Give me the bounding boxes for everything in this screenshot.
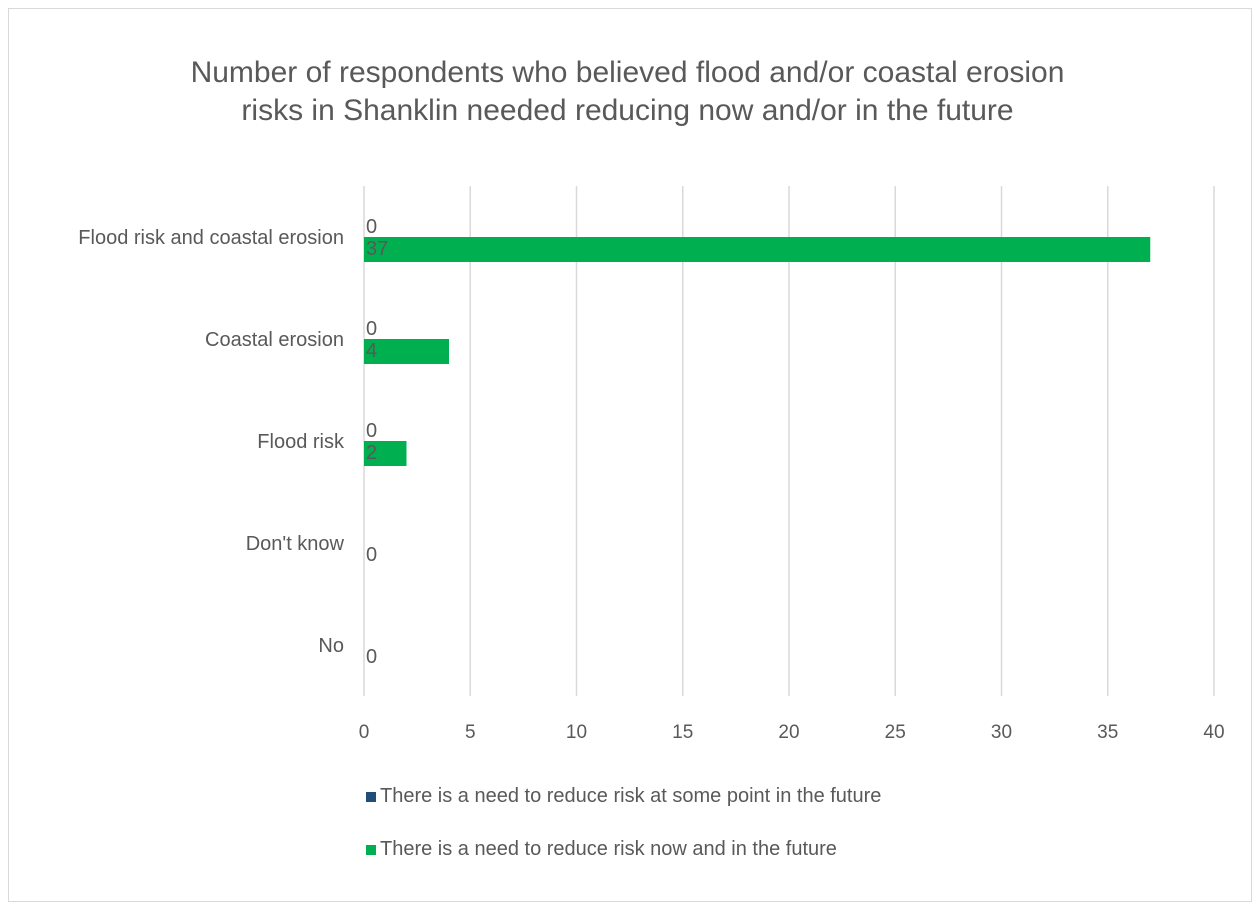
chart-title: Number of respondents who believed flood… — [0, 54, 1255, 130]
legend-item-future: There is a need to reduce risk at some p… — [366, 785, 881, 808]
x-tick-label: 40 — [1203, 722, 1224, 743]
data-label: 0 — [366, 646, 377, 668]
legend-item-now: There is a need to reduce risk now and i… — [366, 838, 837, 861]
x-tick-label: 30 — [991, 722, 1012, 743]
data-label: 2 — [366, 442, 377, 464]
bar — [364, 339, 449, 364]
data-label: 0 — [366, 420, 377, 442]
bar — [364, 441, 407, 466]
chart-title-line-2: risks in Shanklin needed reducing now an… — [241, 94, 1014, 127]
y-category-label: Flood risk — [257, 431, 345, 453]
data-label: 37 — [366, 238, 388, 260]
x-tick-label: 5 — [465, 722, 476, 743]
data-label: 4 — [366, 340, 377, 362]
y-category-label: Don't know — [246, 533, 345, 555]
x-tick-label: 25 — [885, 722, 906, 743]
x-tick-label: 15 — [672, 722, 693, 743]
x-tick-label: 35 — [1097, 722, 1118, 743]
y-category-label: Flood risk and coastal erosion — [78, 227, 344, 249]
x-tick-label: 10 — [566, 722, 587, 743]
x-tick-label: 20 — [778, 722, 799, 743]
y-category-label: Coastal erosion — [205, 329, 344, 351]
chart-title-line-1: Number of respondents who believed flood… — [190, 56, 1065, 89]
legend-label-now: There is a need to reduce risk now and i… — [380, 838, 837, 860]
data-label: 0 — [366, 544, 377, 566]
bar — [364, 237, 1151, 262]
chart-frame — [8, 8, 1252, 902]
legend-swatch-future — [366, 791, 376, 802]
data-label: 0 — [366, 216, 377, 238]
x-tick-label: 0 — [359, 722, 370, 743]
data-label: 0 — [366, 318, 377, 340]
y-category-label: No — [318, 635, 344, 657]
legend-label-future: There is a need to reduce risk at some p… — [380, 785, 882, 807]
legend-swatch-now — [366, 844, 376, 855]
